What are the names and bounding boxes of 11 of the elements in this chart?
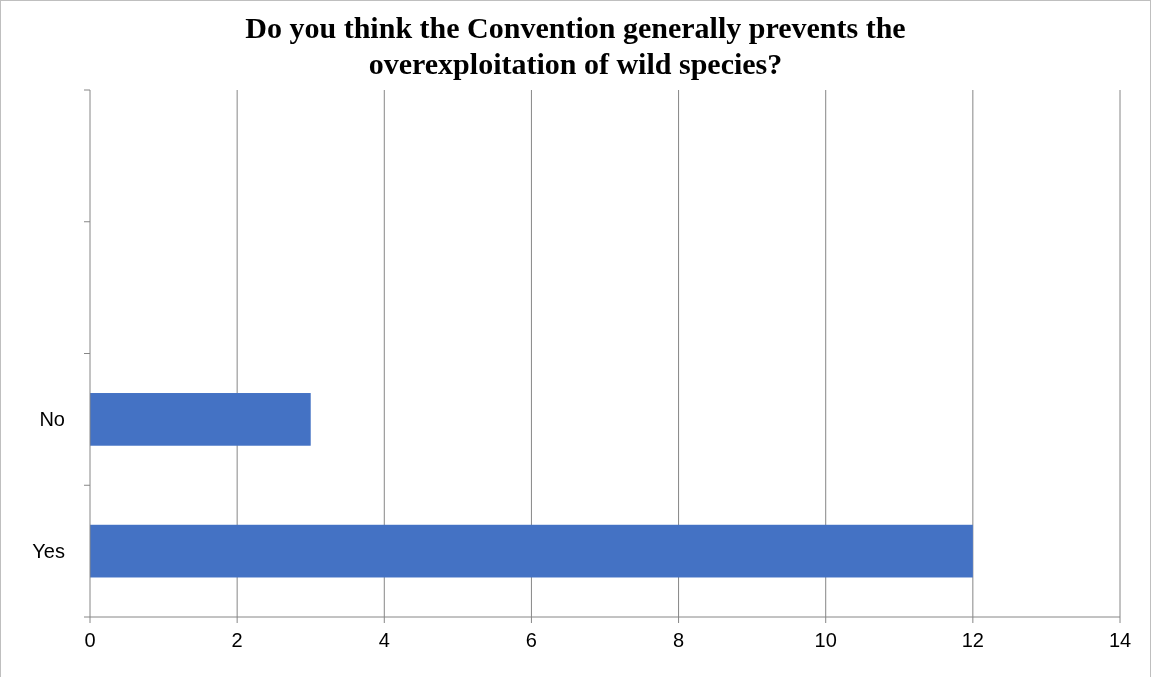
- x-tick-label: 14: [1108, 629, 1132, 651]
- x-tick-label: 0: [84, 629, 96, 651]
- x-tick-label: 8: [673, 629, 685, 651]
- y-tick-label: Yes: [32, 540, 65, 563]
- x-tick-label: 6: [525, 629, 537, 651]
- x-tick-label: 2: [231, 629, 243, 651]
- x-tick-label: 10: [814, 629, 837, 651]
- x-tick-label: 4: [378, 629, 390, 651]
- chart-title: Do you think the Convention generally prevents the overexploitation of wild species?: [245, 11, 906, 80]
- x-tick-label: 12: [961, 629, 984, 651]
- y-tick-label: No: [39, 408, 65, 431]
